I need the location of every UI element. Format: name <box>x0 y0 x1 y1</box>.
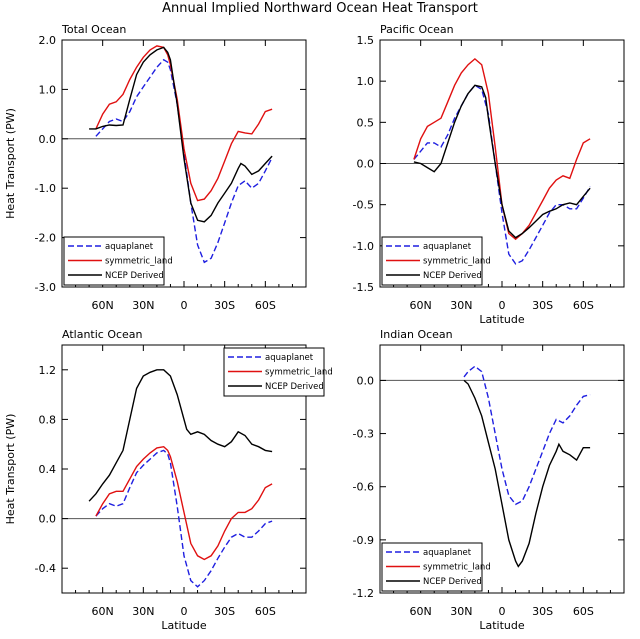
legend-label: symmetric_land <box>423 563 491 573</box>
x-axis-label: Latitude <box>479 619 525 632</box>
series-line-ncep-derived <box>463 379 591 568</box>
y-tick-label: 0.0 <box>39 133 57 146</box>
y-tick-label: -1.5 <box>353 281 374 294</box>
panels: Total Ocean 60N 30N 0 30S 60S -3.0 -2.0 -1.0 0.0 1… <box>4 23 625 632</box>
series-line-aquaplanet <box>95 449 273 588</box>
x-tick-label: 30S <box>214 605 235 618</box>
legend-label: aquaplanet <box>423 242 472 252</box>
y-axis-label: Heat Transport (PW) <box>4 414 17 525</box>
legend-label: NCEP Derived <box>265 382 324 392</box>
y-tick-label: 0.8 <box>39 413 57 426</box>
x-tick-label: 0 <box>181 605 188 618</box>
y-tick-label: -0.3 <box>353 428 374 441</box>
y-tick-label: 1.0 <box>357 75 375 88</box>
y-tick-label: 0.0 <box>39 513 57 526</box>
x-tick-label: 30S <box>532 299 553 312</box>
x-tick-label: 60S <box>255 605 276 618</box>
panel-title: Total Ocean <box>61 23 126 36</box>
panel-pacific-ocean: Pacific Ocean 60N 30N 0 30S 60S -1.5 -1.0 -0.5 0.… <box>353 23 625 326</box>
panel-title: Pacific Ocean <box>380 23 454 36</box>
y-tick-label: 1.2 <box>39 364 57 377</box>
y-axis-label: Heat Transport (PW) <box>4 108 17 219</box>
legend-label: symmetric_land <box>105 257 173 267</box>
x-tick-label: 30N <box>450 299 472 312</box>
x-tick-label: 30N <box>132 605 154 618</box>
panel-total-ocean: Total Ocean 60N 30N 0 30S 60S -3.0 -2.0 -1.0 0.0 1… <box>4 23 307 312</box>
y-tick-label: 1.0 <box>39 83 57 96</box>
x-tick-label: 0 <box>499 605 506 618</box>
panel-indian-ocean: Indian Ocean 60N 30N 0 30S 60S -1.2 -0.9 -0.6 -0.… <box>353 328 625 632</box>
x-tick-label: 60N <box>92 605 114 618</box>
x-tick-label: 60N <box>410 605 432 618</box>
y-tick-label: -0.5 <box>353 199 374 212</box>
series-line-symmetric-land <box>95 445 273 561</box>
series-line-ncep-derived <box>413 84 591 239</box>
legend: aquaplanet symmetric_land NCEP Derived <box>381 542 491 592</box>
legend-label: aquaplanet <box>105 242 154 252</box>
legend-label: aquaplanet <box>265 353 314 363</box>
y-tick-label: 0.5 <box>357 116 375 129</box>
x-tick-label: 0 <box>181 299 188 312</box>
x-tick-label: 30N <box>450 605 472 618</box>
y-tick-label: -1.2 <box>353 587 374 600</box>
x-tick-label: 30N <box>132 299 154 312</box>
panel-atlantic-ocean: Atlantic Ocean 60N 30N 0 30S 60S -0.4 0.0 0.4 0.8… <box>4 328 333 632</box>
y-tick-label: 0.0 <box>357 158 375 171</box>
y-tick-label: -0.9 <box>353 534 374 547</box>
legend: aquaplanet symmetric_land NCEP Derived <box>63 236 173 286</box>
y-tick-label: 1.5 <box>357 34 375 47</box>
y-tick-label: 2.0 <box>39 34 57 47</box>
panel-title: Indian Ocean <box>380 328 453 341</box>
x-tick-label: 60S <box>255 299 276 312</box>
x-tick-label: 60N <box>410 299 432 312</box>
panel-title: Atlantic Ocean <box>62 328 143 341</box>
y-tick-label: -0.4 <box>35 562 56 575</box>
y-tick-label: -3.0 <box>35 281 56 294</box>
legend-label: symmetric_land <box>265 368 333 378</box>
y-tick-label: 0.0 <box>357 374 375 387</box>
legend-label: NCEP Derived <box>105 271 164 281</box>
legend-label: NCEP Derived <box>423 577 482 587</box>
series-line-aquaplanet <box>413 84 591 265</box>
legend: aquaplanet symmetric_land NCEP Derived <box>223 347 333 397</box>
series-line-ncep-derived <box>89 46 273 223</box>
series-line-aquaplanet <box>463 365 591 506</box>
x-axis-label: Latitude <box>161 619 207 632</box>
y-tick-label: -1.0 <box>353 240 374 253</box>
legend-label: aquaplanet <box>423 548 472 558</box>
figure-title: Annual Implied Northward Ocean Heat Tran… <box>162 1 478 16</box>
y-tick-label: -2.0 <box>35 232 56 245</box>
legend: aquaplanet symmetric_land NCEP Derived <box>381 236 491 286</box>
x-tick-label: 60N <box>92 299 114 312</box>
x-tick-label: 60S <box>573 299 594 312</box>
legend-label: symmetric_land <box>423 257 491 267</box>
x-tick-label: 30S <box>532 605 553 618</box>
y-tick-label: -0.6 <box>353 481 374 494</box>
x-tick-label: 30S <box>214 299 235 312</box>
x-tick-label: 60S <box>573 605 594 618</box>
series-line-symmetric-land <box>95 45 273 202</box>
y-tick-label: 0.4 <box>39 463 57 476</box>
x-axis-label: Latitude <box>479 313 525 326</box>
series-line-ncep-derived <box>88 369 273 502</box>
y-tick-label: -1.0 <box>35 182 56 195</box>
x-tick-label: 0 <box>499 299 506 312</box>
legend-label: NCEP Derived <box>423 271 482 281</box>
